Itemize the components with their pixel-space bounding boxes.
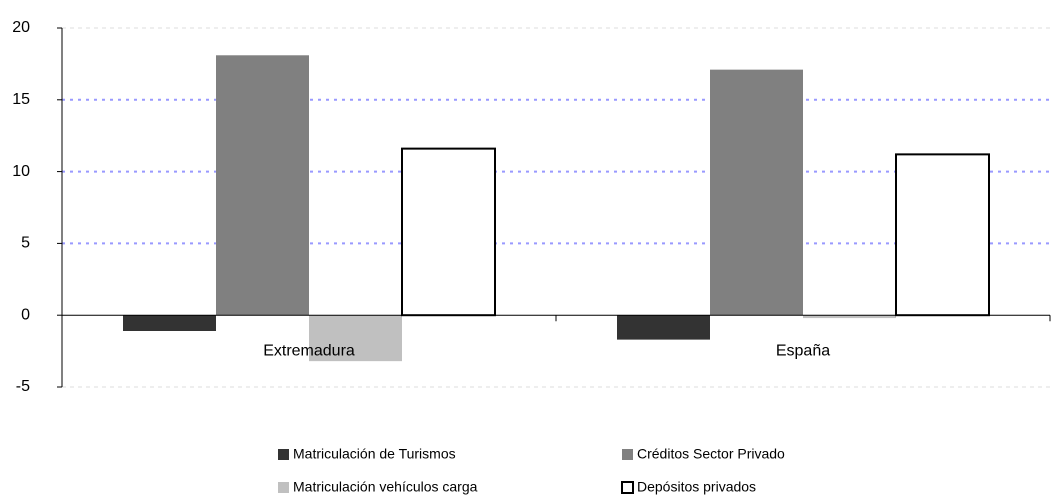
bar xyxy=(803,315,896,319)
y-tick-label: -5 xyxy=(16,378,30,395)
bar xyxy=(617,315,710,340)
y-tick-label: 5 xyxy=(21,235,30,252)
bar xyxy=(309,315,402,362)
x-tick-label: España xyxy=(776,342,830,359)
bar xyxy=(710,69,803,316)
x-tick-label: Extremadura xyxy=(263,342,355,359)
legend-swatch xyxy=(278,482,289,493)
legend-label: Matriculación vehículos carga xyxy=(293,479,478,495)
legend-swatch xyxy=(278,449,289,460)
bar xyxy=(895,153,990,317)
legend-swatch xyxy=(622,449,633,460)
y-tick-label: 10 xyxy=(12,163,30,180)
y-tick-label: 0 xyxy=(21,306,30,323)
y-tick-label: 15 xyxy=(12,91,30,108)
legend-swatch xyxy=(621,481,634,494)
bar xyxy=(216,55,309,316)
legend-label: Depósitos privados xyxy=(637,479,756,495)
bar xyxy=(123,315,216,331)
bar xyxy=(401,147,496,317)
y-tick-label: 20 xyxy=(12,19,30,36)
legend-label: Matriculación de Turismos xyxy=(293,446,456,462)
legend-label: Créditos Sector Privado xyxy=(637,446,785,462)
